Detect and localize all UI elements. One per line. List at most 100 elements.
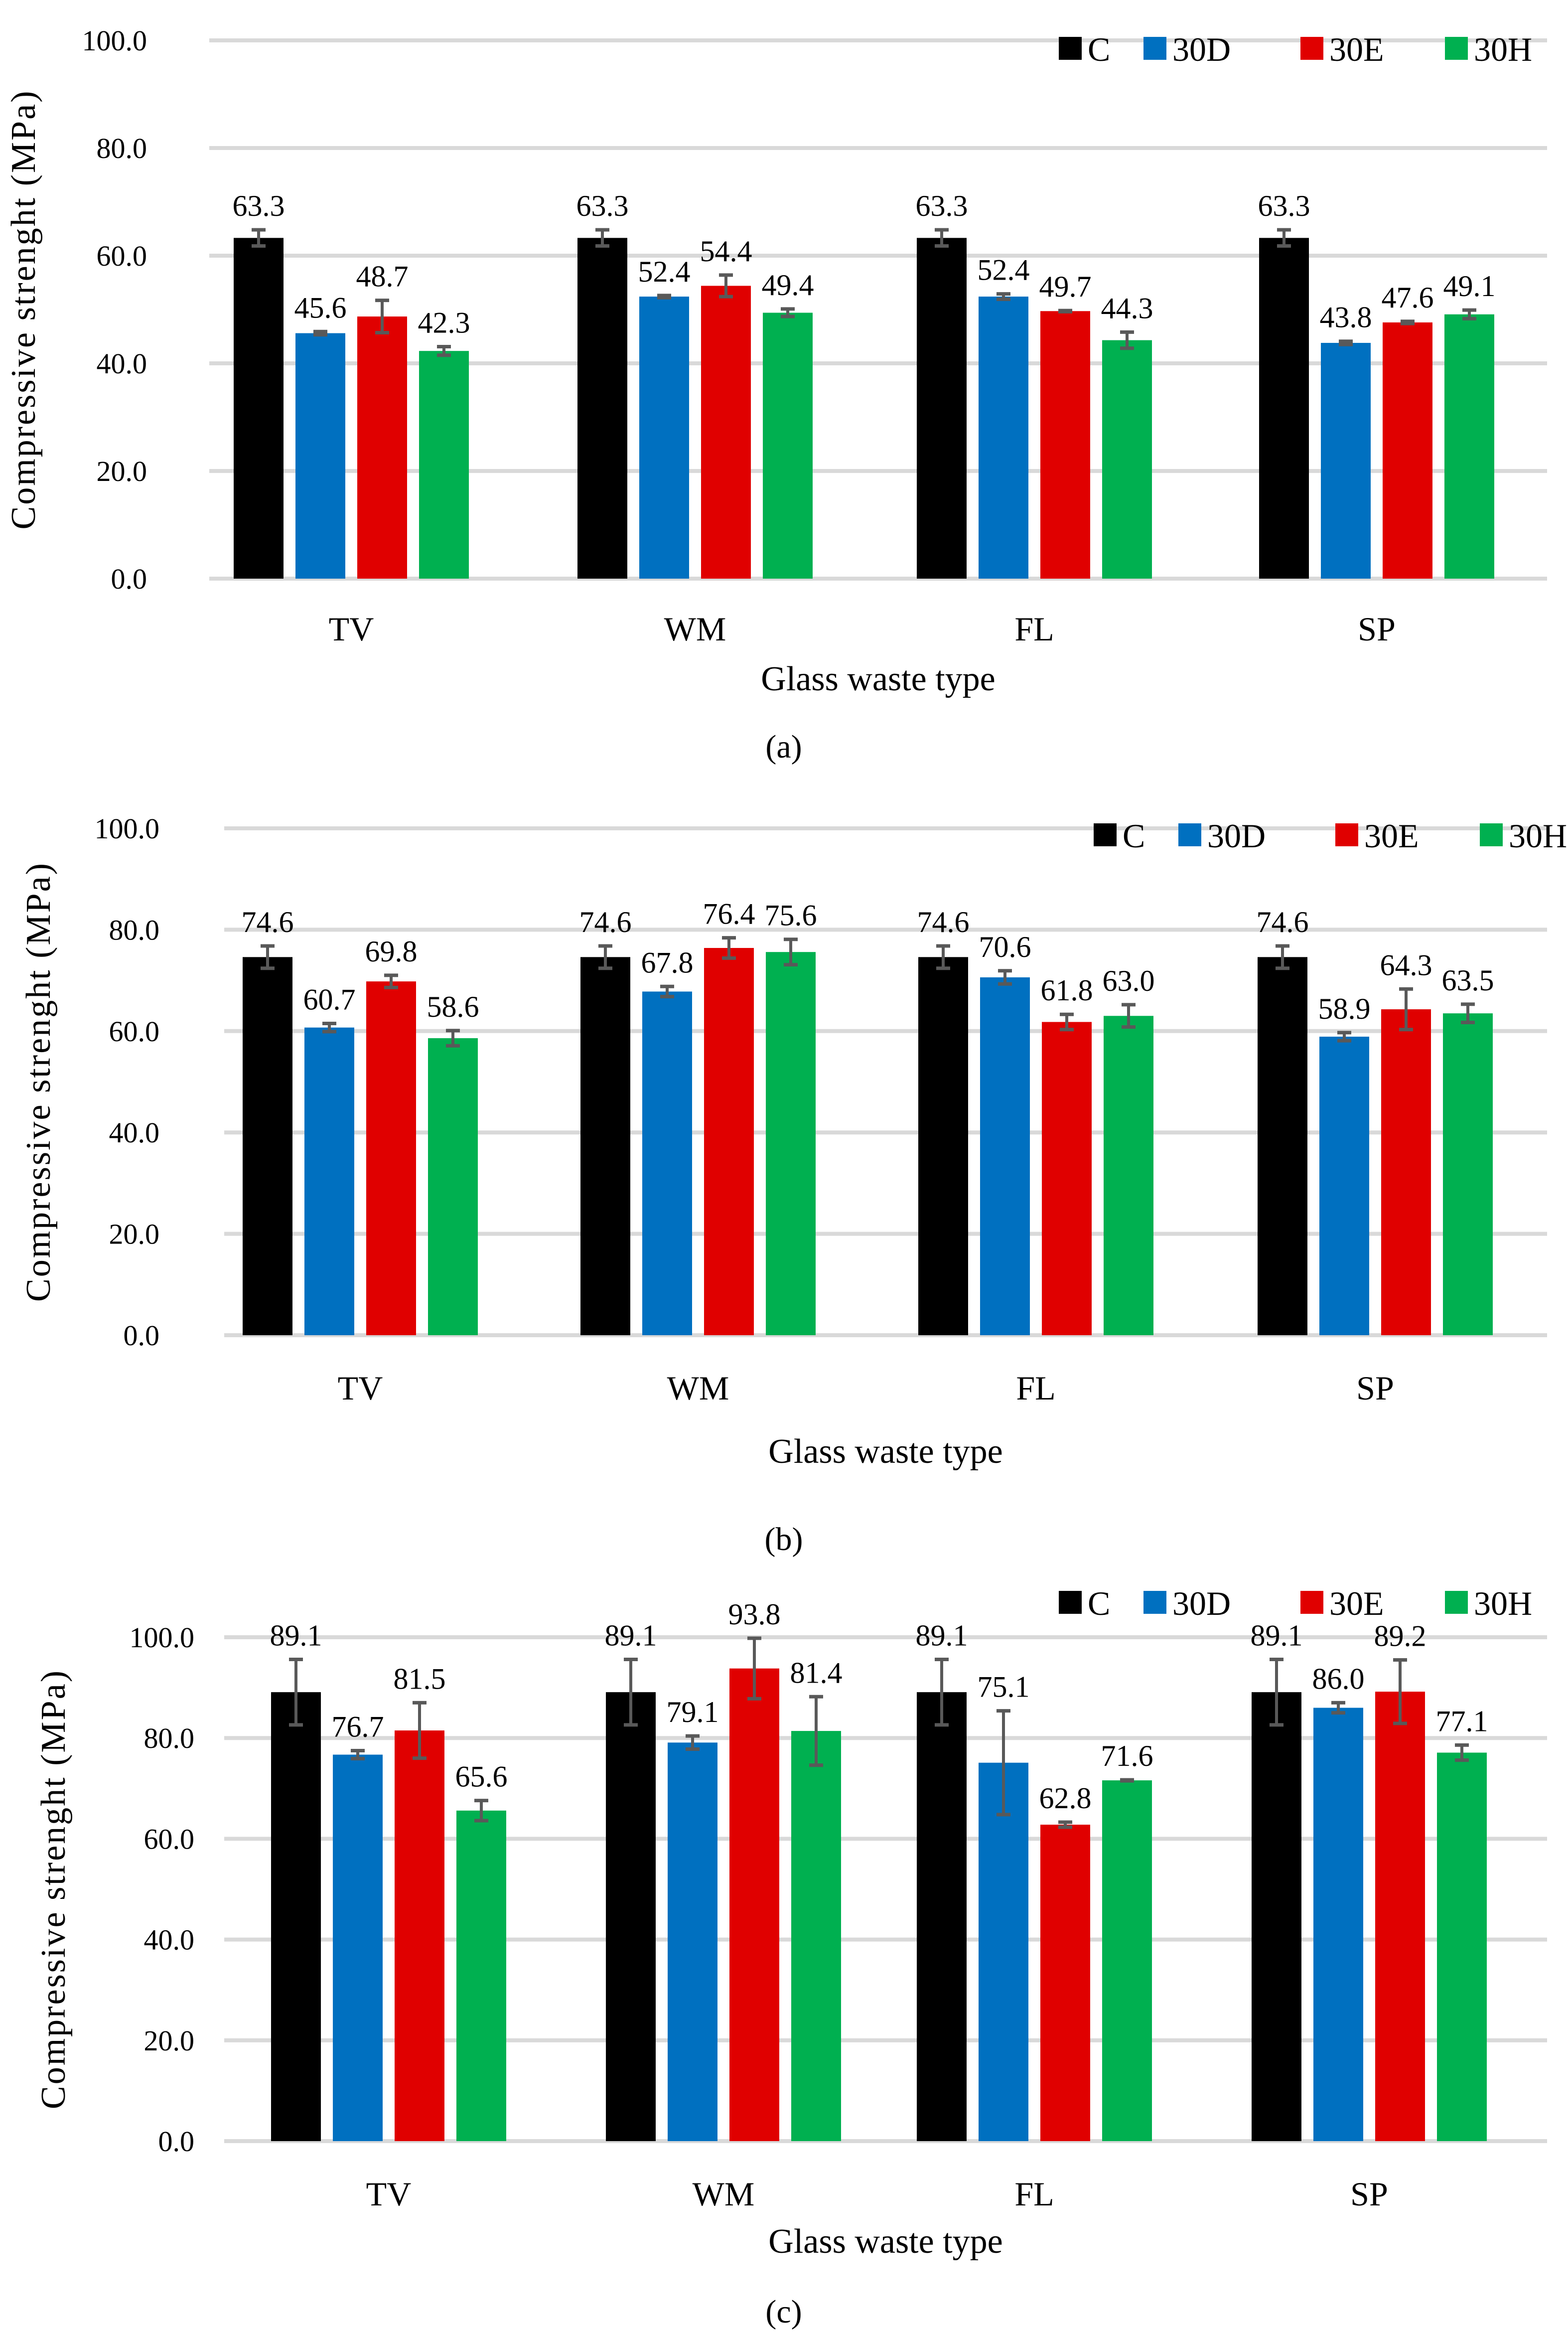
data-label: 52.4 [638, 255, 691, 288]
bar-30E-FL [1042, 1022, 1092, 1335]
bar-30E-WM [704, 948, 754, 1335]
y-tick-label: 20.0 [144, 2024, 195, 2057]
bar-30D-FL [979, 1762, 1028, 2141]
bar-30D-SP [1321, 342, 1371, 579]
bar-30H-TV [428, 1038, 478, 1335]
chart-panel-b: 0.0 20.0 40.0 60.0 80.0 100.0 74.6 60.7 69.8 58.6… [19, 812, 1567, 1557]
data-label: 63.3 [233, 189, 285, 222]
x-category-label: FL [1014, 610, 1054, 648]
data-label: 74.6 [1257, 906, 1309, 938]
data-label: 43.8 [1320, 301, 1372, 334]
data-label: 86.0 [1312, 1662, 1365, 1695]
y-tick-label: 80.0 [109, 914, 160, 946]
bar-C-FL [917, 238, 967, 579]
data-label: 47.6 [1382, 281, 1434, 314]
bar-30D-SP [1319, 1036, 1369, 1335]
bar-C-WM [606, 1692, 656, 2141]
bar-30D-WM [642, 991, 692, 1335]
y-tick-label: 80.0 [144, 1722, 195, 1754]
data-label: 81.4 [790, 1656, 843, 1689]
bar-30D-SP [1313, 1708, 1363, 2141]
legend-swatch-30H [1445, 1591, 1468, 1614]
bar-30E-SP [1381, 1009, 1431, 1335]
legend-swatch-C [1059, 37, 1082, 60]
legend-label: 30H [1474, 1584, 1532, 1622]
x-category-label: TV [366, 2175, 412, 2213]
data-label: 75.6 [765, 899, 817, 932]
data-label: 42.3 [418, 307, 470, 339]
data-label: 49.4 [762, 269, 814, 302]
data-label: 76.4 [703, 898, 755, 931]
legend-swatch-30D [1143, 1591, 1166, 1614]
bar-30H-TV [419, 351, 469, 579]
legend-label: C [1088, 1584, 1110, 1622]
data-label: 63.0 [1103, 964, 1155, 997]
y-tick-label: 60.0 [97, 240, 147, 272]
legend-swatch-30D [1143, 37, 1166, 60]
bar-30H-WM [766, 952, 816, 1335]
legend-swatch-30H [1445, 37, 1468, 60]
legend-swatch-30E [1300, 1591, 1323, 1614]
chart-panel-c: 0.0 20.0 40.0 60.0 80.0 100.0 89.1 76.7 81.5 65.6… [34, 1584, 1547, 2330]
x-category-label: SP [1350, 2175, 1388, 2213]
data-label: 58.9 [1318, 992, 1371, 1025]
y-tick-label: 40.0 [109, 1116, 160, 1149]
x-category-label: FL [1016, 1369, 1055, 1407]
data-label: 89.1 [605, 1619, 657, 1652]
data-label: 48.7 [356, 260, 409, 293]
x-category-label: WM [664, 610, 726, 648]
legend-label: 30E [1329, 1584, 1384, 1622]
bar-30E-FL [1040, 1825, 1090, 2141]
bar-C-TV [271, 1692, 321, 2141]
x-axis-title: Glass waste type [761, 660, 995, 698]
data-label: 65.6 [455, 1760, 508, 1793]
x-category-label: TV [338, 1369, 383, 1407]
data-label: 54.4 [700, 235, 752, 268]
bar-30E-WM [701, 286, 751, 579]
legend-label: 30E [1364, 817, 1419, 855]
y-tick-label: 0.0 [111, 563, 147, 595]
data-label: 49.1 [1443, 270, 1496, 303]
data-label: 63.3 [916, 189, 968, 222]
bar-C-SP [1252, 1692, 1301, 2141]
bar-C-WM [580, 957, 630, 1335]
x-category-label: SP [1358, 610, 1396, 648]
legend-swatch-30D [1178, 823, 1201, 846]
data-label: 70.6 [979, 931, 1031, 963]
x-axis-title: Glass waste type [768, 2222, 1002, 2261]
bar-C-SP [1259, 238, 1309, 579]
data-label: 69.8 [365, 935, 418, 968]
y-tick-label: 60.0 [144, 1823, 195, 1855]
y-tick-label: 20.0 [97, 455, 147, 487]
legend-swatch-30E [1300, 37, 1323, 60]
data-label: 64.3 [1380, 948, 1432, 981]
data-label: 81.5 [394, 1662, 446, 1695]
data-label: 74.6 [242, 906, 294, 938]
data-label: 89.1 [1251, 1619, 1303, 1652]
bar-30D-TV [333, 1754, 383, 2141]
data-label: 93.8 [728, 1598, 781, 1631]
panel-caption: (a) [765, 729, 802, 765]
data-label: 74.6 [917, 906, 970, 938]
data-label: 89.1 [270, 1619, 322, 1652]
bar-30H-FL [1102, 340, 1152, 579]
y-tick-label: 20.0 [109, 1218, 160, 1250]
data-label: 76.7 [332, 1710, 384, 1743]
data-label: 71.6 [1101, 1739, 1153, 1772]
y-axis-title: Compressive strenght (MPa) [4, 90, 43, 530]
bar-30D-WM [639, 297, 689, 579]
data-label: 44.3 [1101, 292, 1153, 324]
legend-label: 30D [1207, 817, 1266, 855]
bar-30D-TV [304, 1027, 354, 1335]
legend-label: 30D [1172, 1584, 1231, 1622]
x-axis-title: Glass waste type [768, 1432, 1002, 1471]
y-tick-label: 80.0 [97, 132, 147, 164]
bar-30E-FL [1040, 311, 1090, 579]
x-category-label: WM [693, 2175, 755, 2213]
bar-30E-TV [357, 316, 407, 579]
bar-30D-TV [295, 333, 345, 579]
y-tick-label: 0.0 [124, 1319, 160, 1352]
bar-30E-TV [395, 1730, 444, 2141]
y-tick-label: 100.0 [82, 24, 147, 57]
